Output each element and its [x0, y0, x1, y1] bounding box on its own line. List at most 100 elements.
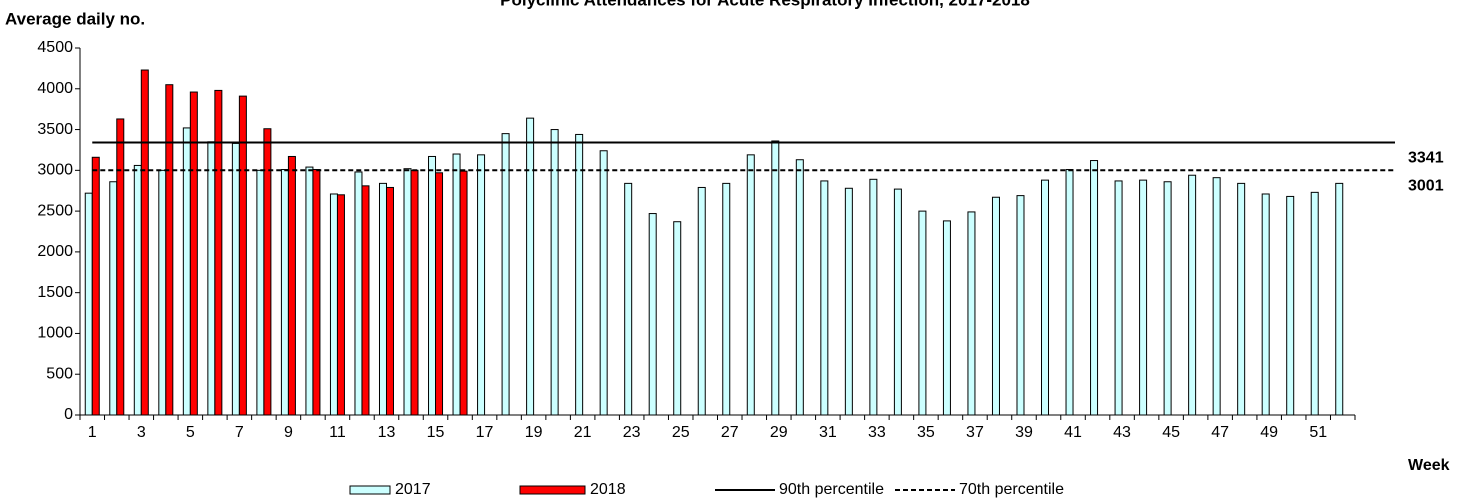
- y-tick-label: 4500: [37, 39, 73, 56]
- bar: [844, 187, 853, 416]
- y-tick-label: 3000: [37, 162, 73, 179]
- bar: [207, 141, 216, 416]
- x-tick-label: 49: [1260, 424, 1278, 441]
- bar: [158, 169, 167, 416]
- y-tick-label: 1000: [37, 325, 73, 342]
- bar: [280, 169, 289, 416]
- bar: [238, 95, 247, 416]
- bar: [526, 117, 535, 416]
- bar: [287, 155, 296, 416]
- reference-label: 3341: [1408, 150, 1444, 167]
- bar: [1163, 181, 1172, 416]
- x-tick-label: 15: [427, 424, 445, 441]
- bar: [435, 172, 444, 416]
- x-axis-label: Week: [1408, 457, 1450, 474]
- bar: [820, 180, 829, 416]
- bar: [967, 211, 976, 416]
- bar: [624, 182, 633, 416]
- x-tick-label: 3: [137, 424, 146, 441]
- bar: [918, 210, 927, 416]
- bar: [575, 133, 584, 416]
- x-tick-label: 7: [235, 424, 244, 441]
- x-tick-label: 31: [819, 424, 837, 441]
- bar: [109, 181, 118, 416]
- bar: [648, 213, 657, 416]
- reference-label: 3001: [1408, 177, 1444, 194]
- x-tick-label: 51: [1309, 424, 1327, 441]
- bar: [1310, 191, 1319, 416]
- bar: [140, 69, 149, 416]
- bar: [403, 168, 412, 416]
- bar: [893, 188, 902, 416]
- bar: [673, 221, 682, 416]
- x-tick-label: 27: [721, 424, 739, 441]
- x-tick-label: 29: [770, 424, 788, 441]
- bar: [1286, 195, 1295, 416]
- y-tick-label: 1500: [37, 284, 73, 301]
- x-tick-label: 39: [1015, 424, 1033, 441]
- y-tick-label: 0: [64, 406, 73, 423]
- bar: [1139, 179, 1148, 416]
- legend-label: 90th percentile: [779, 481, 884, 498]
- legend-swatch: [519, 485, 586, 495]
- bar: [1114, 180, 1123, 416]
- bar: [991, 196, 1000, 416]
- y-tick-label: 2000: [37, 243, 73, 260]
- bar: [501, 133, 510, 416]
- x-tick-label: 25: [672, 424, 690, 441]
- x-tick-label: 11: [329, 424, 346, 441]
- bar: [214, 89, 223, 416]
- bar: [599, 150, 608, 416]
- bar: [1016, 195, 1025, 416]
- x-tick-label: 5: [186, 424, 195, 441]
- legend-label: 70th percentile: [959, 481, 1064, 498]
- bar: [305, 166, 314, 416]
- y-axis-label: Average daily no.: [5, 9, 145, 28]
- bar: [361, 185, 370, 416]
- bar: [1041, 179, 1050, 416]
- y-tick-label: 4000: [37, 80, 73, 97]
- bar: [459, 170, 468, 416]
- bar: [452, 153, 461, 416]
- y-tick-label: 500: [46, 365, 73, 382]
- bar: [1237, 182, 1246, 416]
- bar: [1335, 182, 1344, 416]
- bar: [354, 171, 363, 416]
- x-tick-label: 35: [917, 424, 935, 441]
- bar: [1188, 174, 1197, 416]
- x-tick-label: 21: [574, 424, 592, 441]
- bar: [336, 194, 345, 416]
- y-tick-label: 3500: [37, 121, 73, 138]
- x-tick-label: 33: [868, 424, 886, 441]
- x-tick-label: 13: [378, 424, 396, 441]
- bar: [329, 193, 338, 416]
- bar: [165, 84, 174, 416]
- bar: [256, 169, 265, 416]
- bar: [91, 156, 100, 416]
- legend-swatch: [349, 485, 391, 495]
- bar: [133, 164, 142, 416]
- bar: [1261, 193, 1270, 416]
- bar: [795, 159, 804, 416]
- bar: [263, 128, 272, 416]
- x-tick-label: 37: [966, 424, 984, 441]
- x-tick-label: 41: [1064, 424, 1082, 441]
- bar: [116, 118, 125, 416]
- bar: [746, 154, 755, 416]
- x-tick-label: 47: [1211, 424, 1229, 441]
- bar: [410, 169, 419, 416]
- bar: [84, 192, 93, 416]
- bar: [1212, 177, 1221, 416]
- bar: [231, 142, 240, 416]
- legend-label: 2018: [590, 481, 626, 498]
- bar: [550, 129, 559, 416]
- y-tick-label: 2500: [37, 202, 73, 219]
- chart-title: Polyclinic Attendances for Acute Respira…: [500, 0, 1030, 9]
- bar: [385, 186, 394, 416]
- bar: [1090, 160, 1099, 416]
- legend-label: 2017: [395, 481, 431, 498]
- x-tick-label: 1: [88, 424, 97, 441]
- bar: [722, 182, 731, 416]
- bar: [312, 169, 321, 416]
